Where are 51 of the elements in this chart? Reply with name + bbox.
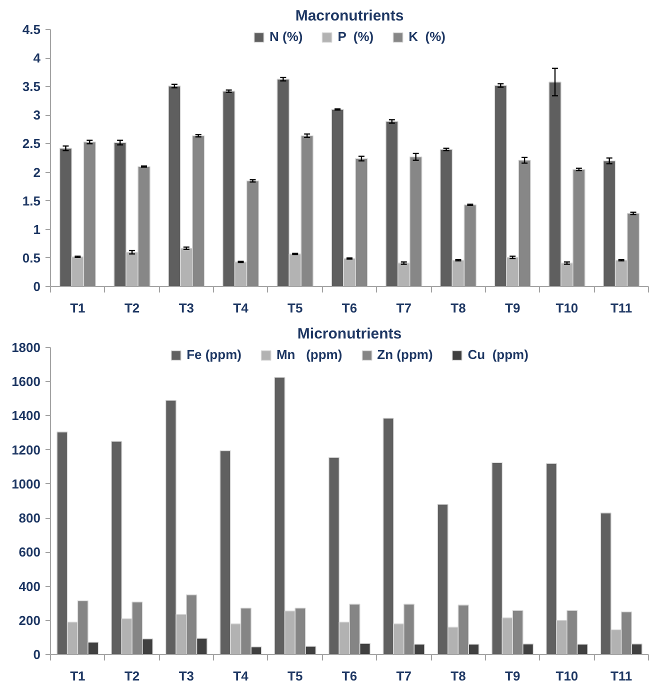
y-tick-label: 800 bbox=[18, 510, 41, 526]
x-tick-label: T1 bbox=[70, 300, 86, 316]
y-tick-label: 1800 bbox=[12, 340, 40, 355]
legend-label: K (%) bbox=[408, 29, 446, 44]
y-tick-label: 3.5 bbox=[22, 79, 41, 94]
x-tick-label: T3 bbox=[178, 668, 194, 684]
x-tick-label: T4 bbox=[233, 668, 250, 684]
x-tick-label: T10 bbox=[556, 668, 578, 684]
x-tick-label: T1 bbox=[70, 668, 86, 684]
x-tick-label: T2 bbox=[124, 300, 140, 316]
x-tick-label: T6 bbox=[342, 668, 358, 684]
y-tick-label: 0 bbox=[33, 279, 41, 294]
y-tick-label: 4 bbox=[33, 50, 42, 66]
x-tick-label: T11 bbox=[610, 668, 632, 684]
chart-title: Micronutrients bbox=[297, 326, 402, 342]
y-tick-label: 1200 bbox=[12, 442, 40, 458]
y-tick-label: 0 bbox=[33, 647, 41, 662]
y-tick-label: 1.5 bbox=[22, 193, 41, 208]
x-tick-label: T5 bbox=[288, 300, 303, 316]
y-tick-label: 2.5 bbox=[22, 136, 41, 152]
legend-label: Cu (ppm) bbox=[468, 347, 528, 362]
chart-title: Macronutrients bbox=[295, 8, 404, 24]
x-tick-label: T4 bbox=[233, 300, 250, 316]
legend-label: N (%) bbox=[270, 29, 303, 44]
x-tick-label: T7 bbox=[396, 668, 412, 684]
x-tick-label: T8 bbox=[450, 300, 466, 316]
x-tick-label: T7 bbox=[396, 300, 412, 316]
x-tick-label: T5 bbox=[288, 668, 303, 684]
x-tick-label: T10 bbox=[556, 300, 578, 316]
y-tick-label: 2 bbox=[33, 164, 41, 180]
y-tick-label: 1 bbox=[33, 222, 41, 237]
x-tick-label: T2 bbox=[124, 668, 140, 684]
y-tick-label: 4.5 bbox=[22, 22, 41, 37]
x-tick-label: T9 bbox=[505, 668, 520, 684]
y-tick-label: 1400 bbox=[12, 408, 40, 424]
x-tick-label: T3 bbox=[178, 300, 194, 316]
legend-label: Mn (ppm) bbox=[276, 347, 342, 362]
y-tick-label: 0.5 bbox=[22, 250, 41, 266]
y-tick-label: 600 bbox=[18, 544, 41, 560]
y-tick-label: 400 bbox=[18, 578, 41, 594]
x-tick-label: T8 bbox=[450, 668, 466, 684]
x-tick-label: T6 bbox=[342, 300, 358, 316]
y-tick-label: 3 bbox=[33, 108, 41, 123]
legend-label: P (%) bbox=[338, 29, 374, 44]
y-tick-label: 200 bbox=[18, 612, 41, 628]
y-tick-label: 1000 bbox=[12, 476, 40, 492]
legend-label: Zn (ppm) bbox=[377, 347, 433, 362]
x-tick-label: T11 bbox=[610, 300, 632, 316]
x-tick-label: T9 bbox=[505, 300, 520, 316]
y-tick-label: 1600 bbox=[12, 374, 40, 390]
legend-label: Fe (ppm) bbox=[186, 347, 242, 362]
